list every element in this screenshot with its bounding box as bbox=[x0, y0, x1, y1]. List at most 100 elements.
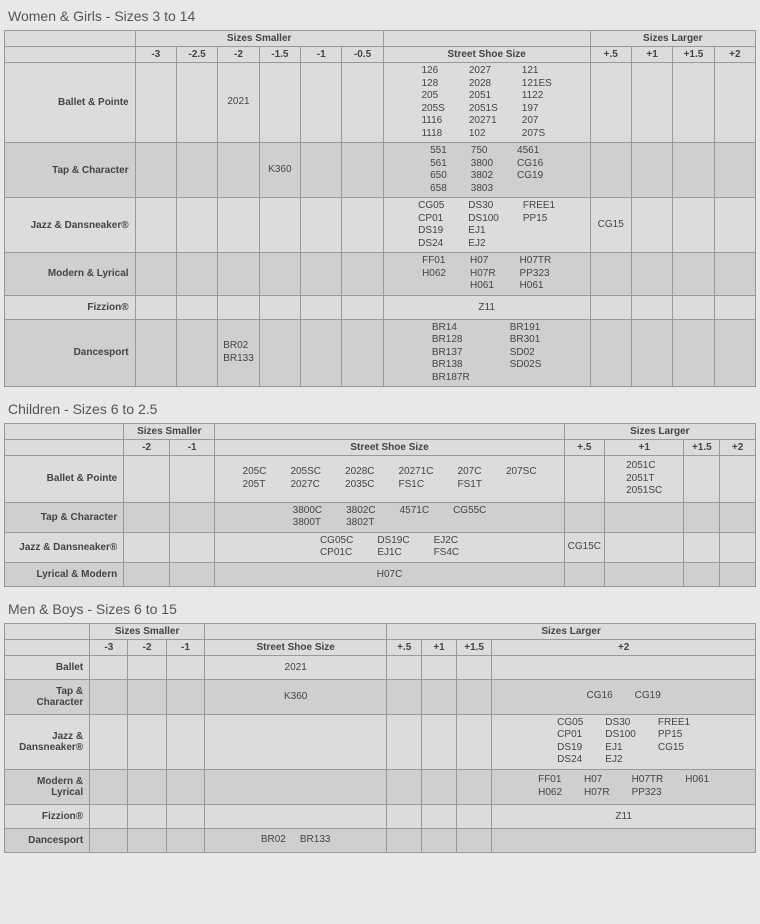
cell bbox=[456, 679, 491, 714]
cell bbox=[714, 253, 755, 296]
cell bbox=[422, 769, 457, 804]
cell bbox=[169, 562, 215, 586]
cell bbox=[714, 63, 755, 143]
cell bbox=[166, 679, 204, 714]
cell bbox=[631, 253, 672, 296]
sizes-larger-header: Sizes Larger bbox=[590, 31, 755, 47]
cell bbox=[128, 714, 166, 769]
table-row: DancesportBR02BR133 bbox=[5, 828, 756, 852]
cell bbox=[124, 562, 170, 586]
cell bbox=[169, 502, 215, 532]
cell bbox=[590, 319, 631, 387]
cell bbox=[218, 253, 259, 296]
cell: 2021 bbox=[205, 655, 387, 679]
cell bbox=[387, 828, 422, 852]
cell bbox=[456, 828, 491, 852]
cell: BR14BR128BR137BR138BR187RBR191BR301SD02S… bbox=[383, 319, 590, 387]
col-header: +1.5 bbox=[456, 639, 491, 655]
cell bbox=[720, 532, 756, 562]
cell bbox=[169, 532, 215, 562]
cell: 205C205T205SC2027C2028C2035C20271CFS1C20… bbox=[215, 456, 564, 503]
row-label: Dancesport bbox=[5, 828, 90, 852]
cell bbox=[342, 319, 383, 387]
cell: 2051C2051T2051SC bbox=[605, 456, 684, 503]
col-header: +2 bbox=[714, 47, 755, 63]
col-header: -1.5 bbox=[259, 47, 300, 63]
cell: CG05CP01DS19DS24DS30DS100EJ1EJ2FREE1PP15 bbox=[383, 198, 590, 253]
col-header: -3 bbox=[135, 47, 176, 63]
row-label: Tap & Character bbox=[5, 143, 136, 198]
blank bbox=[205, 623, 387, 639]
cell bbox=[492, 655, 756, 679]
cell: BR02BR133 bbox=[218, 319, 259, 387]
table-row: Modern & Lyrical FF01H062H07H07RH07TRPP32… bbox=[5, 769, 756, 804]
cell bbox=[387, 714, 422, 769]
sizes-larger-header: Sizes Larger bbox=[387, 623, 756, 639]
cell bbox=[342, 143, 383, 198]
cell bbox=[422, 655, 457, 679]
blank bbox=[383, 31, 590, 47]
row-label: Ballet bbox=[5, 655, 90, 679]
sizes-larger-header: Sizes Larger bbox=[564, 424, 755, 440]
cell bbox=[714, 319, 755, 387]
col-header: +1.5 bbox=[684, 440, 720, 456]
cell: FF01H062H07H07RH07TRPP323H061 bbox=[492, 769, 756, 804]
cell bbox=[124, 502, 170, 532]
cell bbox=[205, 714, 387, 769]
cell: 3800C3800T3802C3802T4571CCG55C bbox=[215, 502, 564, 532]
cell bbox=[166, 804, 204, 828]
cell bbox=[135, 253, 176, 296]
cell bbox=[564, 502, 604, 532]
women-section: Women & Girls - Sizes 3 to 14 Sizes Smal… bbox=[4, 4, 756, 387]
children-header-row-1: Sizes Smaller Sizes Larger bbox=[5, 424, 756, 440]
cell bbox=[176, 198, 217, 253]
row-label: Modern & Lyrical bbox=[5, 253, 136, 296]
cell bbox=[564, 456, 604, 503]
cell bbox=[684, 532, 720, 562]
row-label: Jazz & Dansneaker® bbox=[5, 714, 90, 769]
cell bbox=[301, 253, 342, 296]
cell bbox=[218, 198, 259, 253]
col-header: -0.5 bbox=[342, 47, 383, 63]
col-header: +.5 bbox=[564, 440, 604, 456]
row-label: Modern & Lyrical bbox=[5, 769, 90, 804]
row-label: Jazz & Dansneaker® bbox=[5, 198, 136, 253]
col-header: -2 bbox=[128, 639, 166, 655]
men-header-row-1: Sizes Smaller Sizes Larger bbox=[5, 623, 756, 639]
cell: Z11 bbox=[383, 295, 590, 319]
cell bbox=[631, 143, 672, 198]
row-label: Dancesport bbox=[5, 319, 136, 387]
cell bbox=[492, 828, 756, 852]
cell bbox=[128, 769, 166, 804]
cell bbox=[714, 295, 755, 319]
cell bbox=[205, 804, 387, 828]
col-header: -2.5 bbox=[176, 47, 217, 63]
cell bbox=[422, 828, 457, 852]
cell bbox=[301, 63, 342, 143]
row-label: Jazz & Dansneaker® bbox=[5, 532, 124, 562]
cell: FF01H062H07H07RH061H07TRPP323H061 bbox=[383, 253, 590, 296]
col-header: -1 bbox=[301, 47, 342, 63]
table-row: Tap & CharacterK360CG16CG19 bbox=[5, 679, 756, 714]
table-row: Jazz & Dansneaker®CG05CCP01CDS19CEJ1CEJ2… bbox=[5, 532, 756, 562]
cell: Z11 bbox=[492, 804, 756, 828]
col-header: -2 bbox=[124, 440, 170, 456]
cell bbox=[301, 143, 342, 198]
cell bbox=[342, 253, 383, 296]
col-header: +2 bbox=[492, 639, 756, 655]
cell bbox=[124, 456, 170, 503]
table-row: Jazz & Dansneaker®CG05CP01DS19DS24DS30DS… bbox=[5, 714, 756, 769]
col-header: +.5 bbox=[387, 639, 422, 655]
col-header: +1.5 bbox=[673, 47, 714, 63]
women-header-row-1: Sizes Smaller Sizes Larger bbox=[5, 31, 756, 47]
cell bbox=[590, 143, 631, 198]
cell bbox=[673, 295, 714, 319]
cell bbox=[166, 828, 204, 852]
table-row: Ballet & Pointe205C205T205SC2027C2028C20… bbox=[5, 456, 756, 503]
cell bbox=[564, 562, 604, 586]
cell bbox=[90, 714, 128, 769]
blank bbox=[5, 639, 90, 655]
table-row: Tap & Character3800C3800T3802C3802T4571C… bbox=[5, 502, 756, 532]
children-title: Children - Sizes 6 to 2.5 bbox=[4, 397, 756, 423]
cell bbox=[342, 198, 383, 253]
